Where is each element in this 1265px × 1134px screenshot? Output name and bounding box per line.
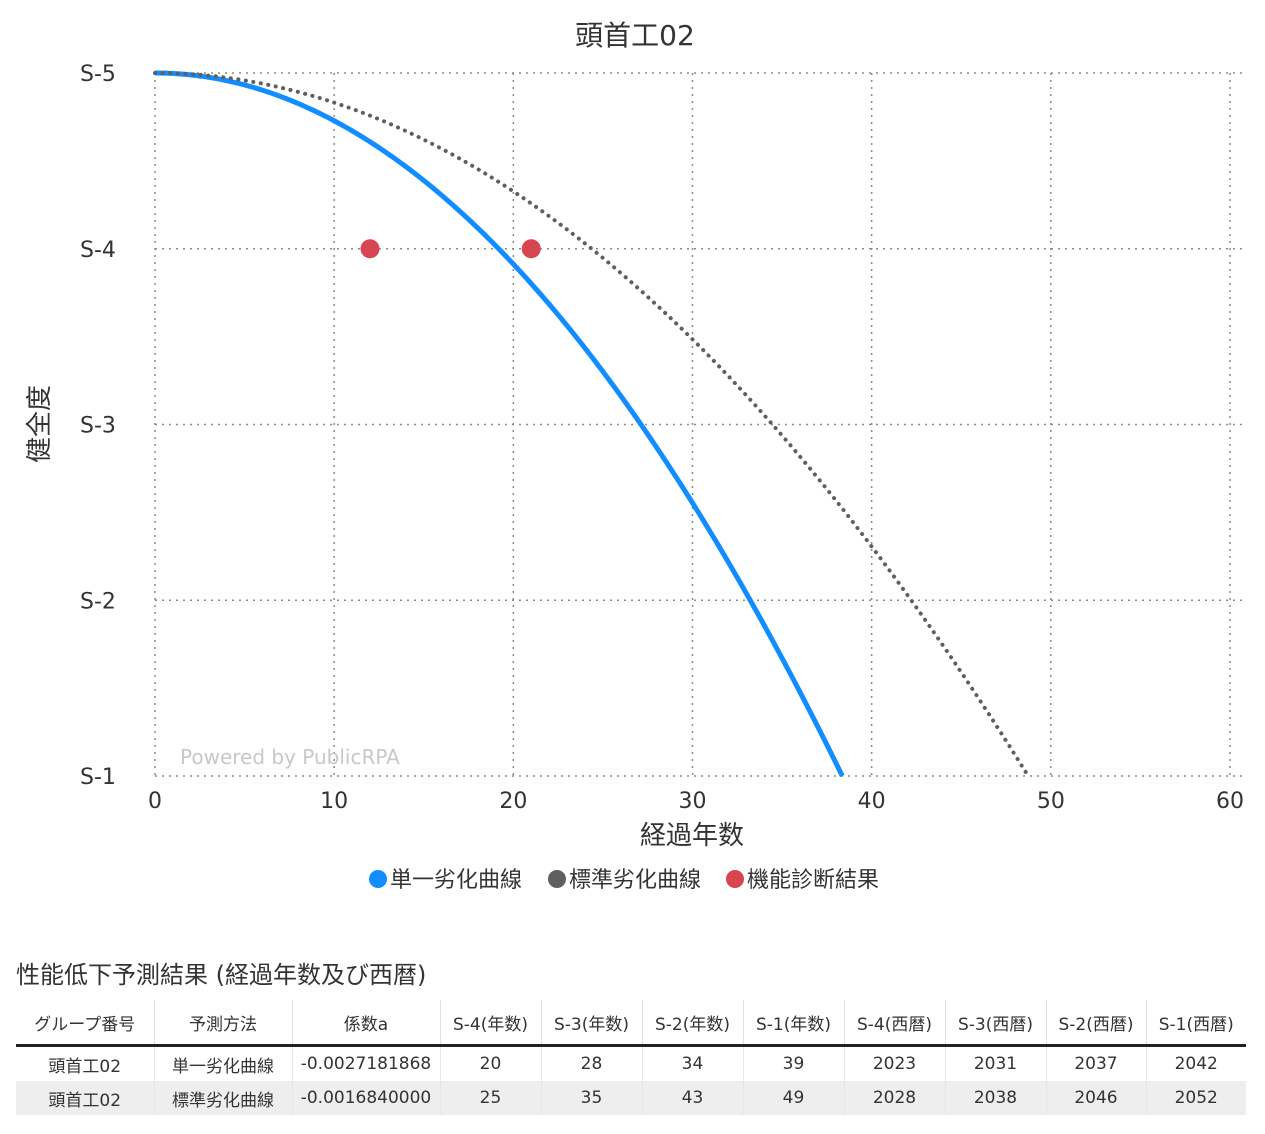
table-body: 頭首工02 単一劣化曲線 -0.0027181868 20 28 34 39 2023 2031…	[16, 1045, 1246, 1115]
table-cell: 25	[440, 1081, 542, 1115]
y-tick-label: S-2	[80, 589, 116, 614]
y-tick-label: S-5	[80, 62, 116, 87]
table-cell: 28	[541, 1045, 643, 1081]
table-cell: 標準劣化曲線	[154, 1081, 293, 1115]
legend-marker	[369, 870, 387, 888]
degradation-chart: 頭首工02 S-5 S-4 S-3 S-2 S-1 0 10 20 30 40 50 60 Powe…	[25, 19, 1245, 893]
x-tick-label: 20	[499, 789, 527, 814]
legend-label[interactable]: 機能診断結果	[747, 868, 879, 893]
y-axis-ticks: S-5 S-4 S-3 S-2 S-1	[80, 62, 116, 790]
table-cell: 2052	[1146, 1081, 1246, 1115]
table-cell: 49	[743, 1081, 845, 1115]
x-tick-label: 40	[858, 789, 886, 814]
series-group	[153, 70, 1031, 778]
table-cell: 単一劣化曲線	[154, 1045, 293, 1081]
legend-marker	[548, 870, 566, 888]
table-cell: -0.0027181868	[292, 1045, 441, 1081]
standard-curve-line[interactable]	[153, 71, 1031, 778]
table-cell: 2023	[844, 1045, 946, 1081]
table-header-row: グループ番号 予測方法 係数a S-4(年数) S-3(年数) S-2(年数) S-1(年数…	[16, 1000, 1246, 1047]
x-tick-label: 60	[1216, 789, 1244, 814]
column-header[interactable]: S-4(年数)	[440, 1000, 542, 1047]
legend[interactable]: 単一劣化曲線 標準劣化曲線 機能診断結果	[369, 868, 879, 893]
table-cell: 43	[642, 1081, 744, 1115]
x-axis-label: 経過年数	[640, 821, 744, 851]
table-cell: 35	[541, 1081, 643, 1115]
table-cell: -0.0016840000	[292, 1081, 441, 1115]
prediction-table: グループ番号 予測方法 係数a S-4(年数) S-3(年数) S-2(年数) S-1(年数…	[16, 1000, 1246, 1115]
diagnosis-point[interactable]	[521, 239, 541, 259]
table-cell: 頭首工02	[16, 1045, 155, 1081]
table-cell: 39	[743, 1045, 845, 1081]
table-cell: 2037	[1046, 1045, 1147, 1081]
x-tick-label: 50	[1037, 789, 1065, 814]
table-row: 頭首工02 標準劣化曲線 -0.0016840000 25 35 43 49 2028 2038…	[16, 1081, 1246, 1115]
column-header[interactable]: S-1(西暦)	[1146, 1000, 1246, 1047]
x-tick-label: 30	[679, 789, 707, 814]
x-tick-label: 0	[148, 789, 162, 814]
column-header[interactable]: S-2(西暦)	[1046, 1000, 1147, 1047]
y-tick-label: S-1	[80, 765, 116, 790]
legend-label[interactable]: 標準劣化曲線	[569, 868, 701, 893]
column-header[interactable]: S-3(西暦)	[945, 1000, 1047, 1047]
watermark: Powered by PublicRPA	[180, 745, 400, 769]
column-header[interactable]: S-4(西暦)	[844, 1000, 946, 1047]
table-cell: 20	[440, 1045, 542, 1081]
x-axis-ticks: 0 10 20 30 40 50 60	[148, 789, 1244, 814]
table-row: 頭首工02 単一劣化曲線 -0.0027181868 20 28 34 39 2023 2031…	[16, 1045, 1246, 1081]
x-tick-label: 10	[320, 789, 348, 814]
y-tick-label: S-3	[80, 414, 116, 439]
column-header[interactable]: S-2(年数)	[642, 1000, 744, 1047]
table-cell: 2046	[1046, 1081, 1147, 1115]
table-cell: 2028	[844, 1081, 946, 1115]
column-header[interactable]: グループ番号	[16, 1000, 155, 1047]
grid	[154, 72, 1245, 777]
table-title: 性能低下予測結果 (経過年数及び西暦)	[16, 961, 427, 989]
column-header[interactable]: 予測方法	[154, 1000, 293, 1047]
column-header[interactable]: 係数a	[292, 1000, 441, 1047]
table-cell: 頭首工02	[16, 1081, 155, 1115]
table-cell: 34	[642, 1045, 744, 1081]
y-tick-label: S-4	[80, 238, 116, 263]
prediction-table-section: 性能低下予測結果 (経過年数及び西暦) グループ番号 予測方法 係数a S-4(年数)…	[16, 958, 1246, 1115]
column-header[interactable]: S-1(年数)	[743, 1000, 845, 1047]
table-cell: 2038	[945, 1081, 1047, 1115]
legend-marker	[726, 870, 744, 888]
single-curve-line[interactable]	[154, 70, 845, 778]
chart-title: 頭首工02	[575, 19, 695, 52]
y-axis-label: 健全度	[25, 385, 55, 463]
table-cell: 2042	[1174, 1054, 1218, 1074]
legend-label[interactable]: 単一劣化曲線	[390, 868, 522, 893]
diagnosis-point[interactable]	[360, 239, 380, 259]
column-header[interactable]: S-3(年数)	[541, 1000, 643, 1047]
table-cell: 2031	[945, 1045, 1047, 1081]
